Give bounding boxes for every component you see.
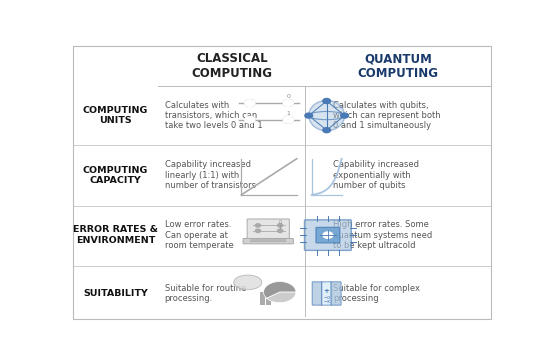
Circle shape: [283, 117, 293, 123]
Text: Capability increased
exponentially with
number of qubits: Capability increased exponentially with …: [333, 160, 419, 190]
Circle shape: [245, 100, 255, 106]
FancyBboxPatch shape: [331, 282, 341, 305]
Ellipse shape: [234, 275, 262, 290]
Circle shape: [323, 99, 331, 104]
Text: −x: −x: [324, 299, 331, 304]
Ellipse shape: [309, 100, 344, 131]
Text: 0: 0: [278, 219, 282, 225]
Text: Calculates with qubits,
which can represent both
0 and 1 simultaneously: Calculates with qubits, which can repres…: [333, 101, 441, 130]
FancyBboxPatch shape: [73, 46, 491, 318]
Circle shape: [245, 117, 255, 123]
FancyBboxPatch shape: [305, 220, 351, 251]
Circle shape: [340, 113, 348, 118]
Text: 1: 1: [287, 111, 290, 116]
FancyBboxPatch shape: [247, 219, 289, 240]
Circle shape: [283, 117, 293, 123]
Text: Capability increased
linearly (1:1) with
number of transistors: Capability increased linearly (1:1) with…: [164, 160, 256, 190]
Text: 0: 0: [287, 95, 290, 100]
FancyBboxPatch shape: [312, 282, 322, 305]
Text: Suitable for routine
processing.: Suitable for routine processing.: [164, 284, 246, 303]
Circle shape: [283, 100, 293, 106]
Text: Low error rates.
Can operate at
room temperate: Low error rates. Can operate at room tem…: [164, 220, 233, 250]
Text: 1: 1: [278, 225, 282, 230]
FancyBboxPatch shape: [322, 282, 332, 305]
Circle shape: [323, 128, 331, 133]
Circle shape: [323, 232, 333, 238]
Wedge shape: [263, 282, 296, 298]
Text: Calculates with
transistors, which can
take two levels 0 and 1: Calculates with transistors, which can t…: [164, 101, 262, 130]
FancyBboxPatch shape: [251, 240, 285, 242]
Circle shape: [245, 117, 255, 123]
Circle shape: [255, 229, 261, 232]
FancyBboxPatch shape: [266, 287, 271, 305]
Text: High error rates. Some
quantum systems need
to be kept ultracold: High error rates. Some quantum systems n…: [333, 220, 432, 250]
Text: +: +: [324, 288, 329, 294]
Text: COMPUTING
UNITS: COMPUTING UNITS: [83, 106, 148, 125]
Text: −o: −o: [323, 295, 330, 300]
Circle shape: [255, 224, 261, 227]
Circle shape: [305, 113, 312, 118]
Circle shape: [278, 224, 283, 227]
FancyBboxPatch shape: [243, 239, 293, 244]
Text: COMPUTING
CAPACITY: COMPUTING CAPACITY: [83, 166, 148, 185]
Wedge shape: [267, 292, 296, 303]
FancyBboxPatch shape: [260, 292, 265, 305]
Text: SUITABILITY: SUITABILITY: [83, 289, 148, 298]
Text: CLASSICAL
COMPUTING: CLASSICAL COMPUTING: [191, 52, 272, 80]
Text: QUANTUM
COMPUTING: QUANTUM COMPUTING: [358, 52, 438, 80]
Text: ERROR RATES &
ENVIRONMENT: ERROR RATES & ENVIRONMENT: [73, 225, 158, 245]
Circle shape: [283, 100, 293, 106]
FancyBboxPatch shape: [316, 227, 340, 243]
Circle shape: [278, 229, 283, 232]
Text: Suitable for complex
processing: Suitable for complex processing: [333, 284, 420, 303]
Circle shape: [245, 100, 255, 106]
